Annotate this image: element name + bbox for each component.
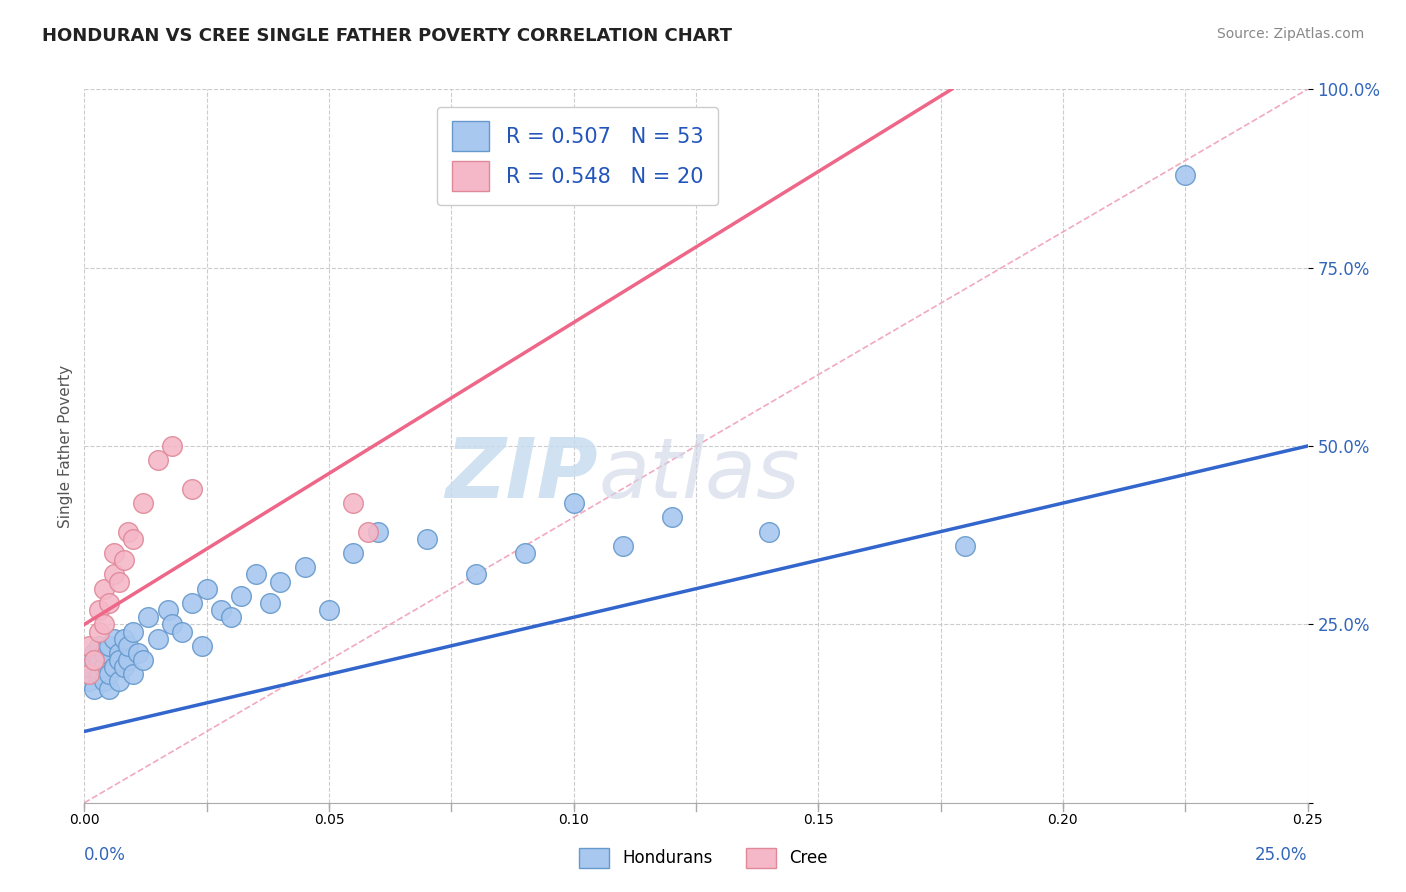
- Point: [416, 532, 439, 546]
- Point: [83, 653, 105, 667]
- Point: [357, 524, 380, 539]
- Point: [1174, 168, 1197, 182]
- Point: [103, 567, 125, 582]
- Point: [83, 681, 105, 696]
- Point: [107, 574, 129, 589]
- Point: [269, 574, 291, 589]
- Point: [77, 674, 100, 689]
- Point: [156, 603, 179, 617]
- Point: [87, 667, 110, 681]
- Text: ZIP: ZIP: [446, 434, 598, 515]
- Point: [103, 546, 125, 560]
- Point: [107, 646, 129, 660]
- Point: [127, 646, 149, 660]
- Point: [77, 660, 100, 674]
- Point: [103, 632, 125, 646]
- Point: [77, 639, 100, 653]
- Point: [562, 496, 585, 510]
- Point: [83, 646, 105, 660]
- Point: [162, 439, 184, 453]
- Point: [112, 553, 135, 567]
- Point: [195, 582, 218, 596]
- Point: [97, 667, 120, 681]
- Point: [97, 681, 120, 696]
- Point: [107, 674, 129, 689]
- Point: [97, 639, 120, 653]
- Point: [953, 539, 976, 553]
- Text: Source: ZipAtlas.com: Source: ZipAtlas.com: [1216, 27, 1364, 41]
- Legend: R = 0.507   N = 53, R = 0.548   N = 20: R = 0.507 N = 53, R = 0.548 N = 20: [437, 107, 718, 205]
- Text: 0.0%: 0.0%: [84, 846, 127, 863]
- Point: [87, 653, 110, 667]
- Point: [93, 617, 115, 632]
- Point: [367, 524, 389, 539]
- Point: [146, 632, 169, 646]
- Point: [117, 524, 139, 539]
- Point: [209, 603, 232, 617]
- Point: [122, 532, 145, 546]
- Point: [93, 660, 115, 674]
- Point: [107, 653, 129, 667]
- Point: [181, 482, 204, 496]
- Point: [132, 496, 155, 510]
- Point: [136, 610, 159, 624]
- Text: 25.0%: 25.0%: [1256, 846, 1308, 863]
- Point: [103, 660, 125, 674]
- Text: HONDURAN VS CREE SINGLE FATHER POVERTY CORRELATION CHART: HONDURAN VS CREE SINGLE FATHER POVERTY C…: [42, 27, 733, 45]
- Point: [318, 603, 340, 617]
- Point: [112, 632, 135, 646]
- Point: [245, 567, 267, 582]
- Legend: Hondurans, Cree: Hondurans, Cree: [572, 841, 834, 875]
- Point: [464, 567, 486, 582]
- Point: [342, 546, 364, 560]
- Point: [112, 660, 135, 674]
- Point: [122, 667, 145, 681]
- Point: [191, 639, 214, 653]
- Point: [93, 582, 115, 596]
- Point: [162, 617, 184, 632]
- Point: [77, 667, 100, 681]
- Point: [259, 596, 281, 610]
- Point: [87, 624, 110, 639]
- Point: [87, 603, 110, 617]
- Point: [661, 510, 683, 524]
- Point: [294, 560, 316, 574]
- Point: [229, 589, 252, 603]
- Point: [219, 610, 242, 624]
- Point: [117, 639, 139, 653]
- Text: atlas: atlas: [598, 434, 800, 515]
- Point: [342, 496, 364, 510]
- Point: [146, 453, 169, 467]
- Point: [87, 639, 110, 653]
- Point: [612, 539, 634, 553]
- Point: [122, 624, 145, 639]
- Point: [513, 546, 536, 560]
- Point: [117, 653, 139, 667]
- Point: [181, 596, 204, 610]
- Point: [172, 624, 194, 639]
- Point: [758, 524, 780, 539]
- Point: [93, 674, 115, 689]
- Y-axis label: Single Father Poverty: Single Father Poverty: [58, 365, 73, 527]
- Point: [93, 646, 115, 660]
- Point: [132, 653, 155, 667]
- Point: [97, 596, 120, 610]
